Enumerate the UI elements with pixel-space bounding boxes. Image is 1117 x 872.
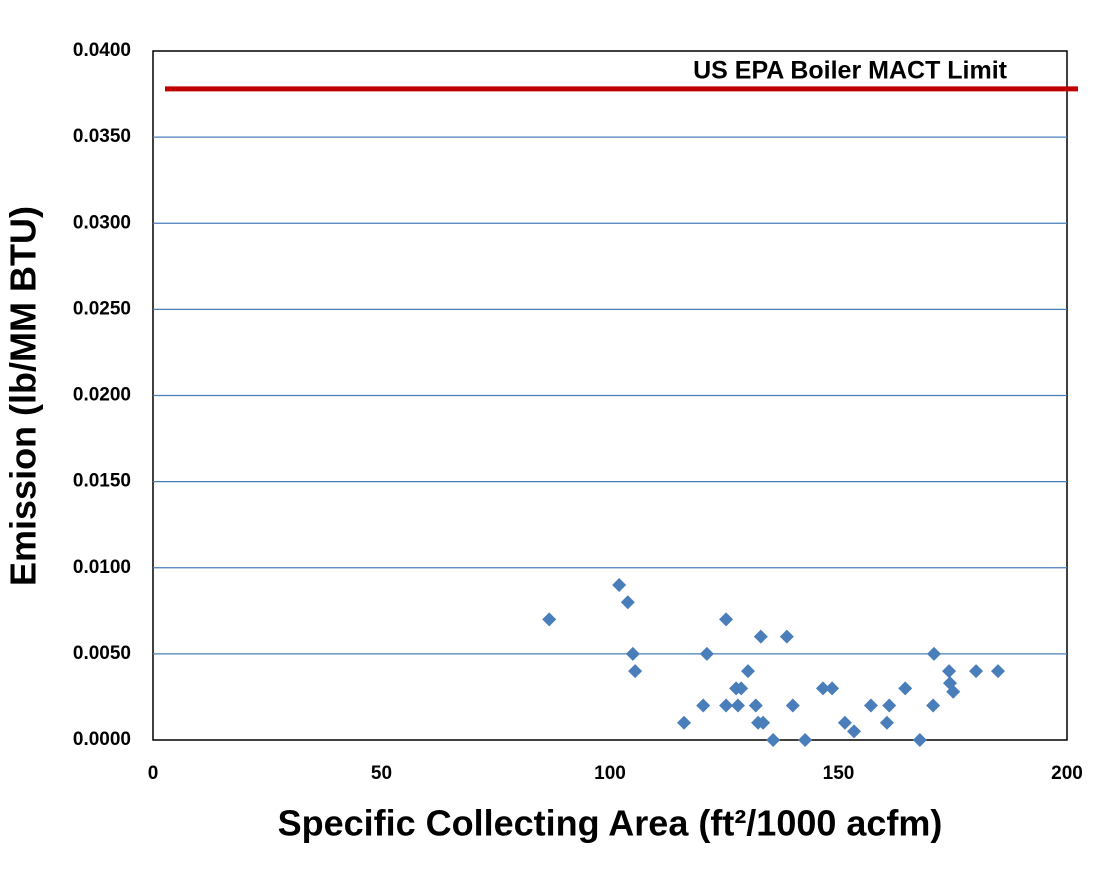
y-tick-label: 0.0300 [73, 212, 131, 233]
data-point [825, 681, 840, 696]
x-tick-label: 200 [1051, 763, 1083, 784]
data-point [815, 681, 830, 696]
y-axis-title: Emission (lb/MM BTU) [3, 206, 44, 586]
data-point [730, 698, 745, 713]
y-tick-label: 0.0100 [73, 557, 131, 578]
data-point [625, 646, 640, 661]
data-point [741, 664, 756, 679]
data-point [756, 715, 771, 730]
y-tick-label: 0.0400 [73, 40, 131, 61]
y-tick-label: 0.0250 [73, 298, 131, 319]
data-point [628, 664, 643, 679]
data-point [779, 629, 794, 644]
data-point [837, 715, 852, 730]
data-point [912, 733, 927, 747]
data-point [798, 733, 813, 747]
data-point [696, 698, 711, 713]
data-point [766, 733, 781, 747]
data-point [677, 715, 692, 730]
data-point [969, 664, 984, 679]
data-point [612, 577, 627, 592]
y-tick-label: 0.0350 [73, 126, 131, 147]
data-point [926, 698, 941, 713]
data-point [620, 595, 635, 610]
y-tick-label: 0.0150 [73, 471, 131, 492]
data-point [863, 698, 878, 713]
data-point [753, 629, 768, 644]
data-point [847, 724, 862, 739]
data-point [699, 646, 714, 661]
data-point [946, 684, 961, 699]
data-point [748, 698, 763, 713]
data-point [927, 646, 942, 661]
x-tick-label: 0 [148, 763, 159, 784]
data-point [879, 715, 894, 730]
y-tick-label: 0.0050 [73, 643, 131, 664]
data-point [942, 664, 957, 679]
data-point [719, 612, 734, 627]
data-point [542, 612, 557, 627]
y-tick-label: 0.0200 [73, 385, 131, 406]
data-point [990, 664, 1005, 679]
data-point [734, 681, 749, 696]
limit-label: US EPA Boiler MACT Limit [693, 57, 1008, 85]
x-axis-title: Specific Collecting Area (ft²/1000 acfm) [278, 803, 943, 844]
data-point [785, 698, 800, 713]
data-point [882, 698, 897, 713]
x-tick-label: 100 [594, 763, 626, 784]
y-tick-label: 0.0000 [73, 729, 131, 750]
data-point [898, 681, 913, 696]
data-point [719, 698, 734, 713]
x-tick-label: 50 [371, 763, 392, 784]
x-tick-label: 150 [823, 763, 855, 784]
